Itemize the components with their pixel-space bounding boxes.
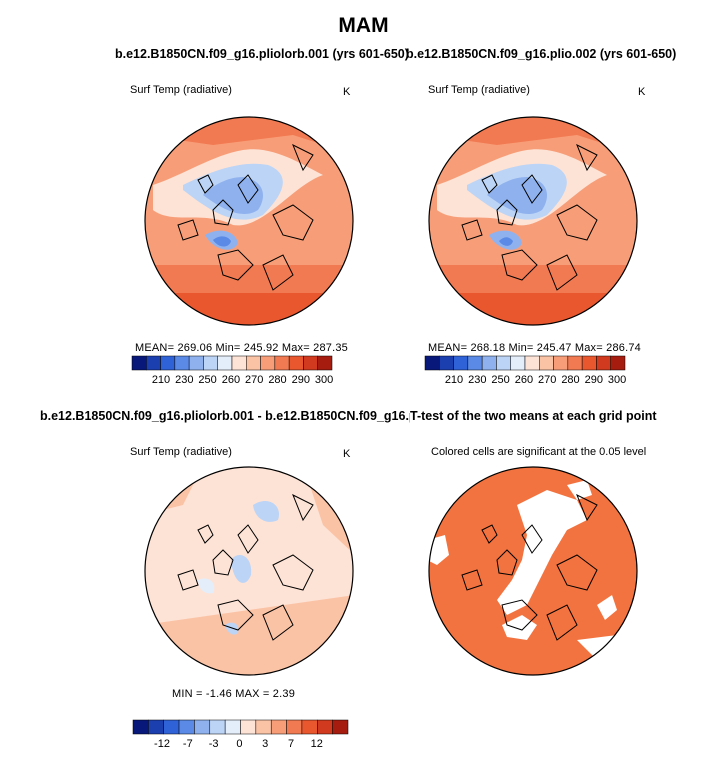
colorbar-swatch	[439, 355, 454, 371]
panel4-title: T-test of the two means at each grid poi…	[410, 409, 657, 423]
colorbar-tick-label: 270	[538, 374, 556, 386]
panel2-variable: Surf Temp (radiative)	[428, 84, 530, 96]
colorbar-tick-label: 250	[198, 374, 216, 386]
colorbar-tick-label: 0	[236, 738, 242, 750]
colorbar-swatch	[453, 355, 469, 371]
panel1-polar-map	[144, 116, 354, 326]
colorbar-tick-label: 3	[262, 738, 268, 750]
colorbar-swatch	[286, 719, 303, 735]
colorbar-swatch	[188, 355, 204, 371]
panel3-title: b.e12.B1850CN.f09_g16.pliolorb.001 - b.e…	[40, 409, 456, 423]
colorbar-tick-label: 260	[222, 374, 240, 386]
panel2-colorbar-labels: 210 230 250 260 270 280 290 300	[445, 374, 626, 386]
colorbar-swatch	[132, 719, 149, 735]
panel1-units: K	[343, 86, 351, 98]
colorbar-swatch	[496, 355, 511, 371]
colorbar-tick-label: 290	[292, 374, 310, 386]
colorbar-swatch	[174, 355, 190, 371]
colorbar-swatch	[240, 719, 257, 735]
panel3-colorbar	[132, 719, 349, 735]
colorbar-swatch	[217, 355, 233, 371]
colorbar-tick-label: 210	[152, 374, 170, 386]
colorbar-swatch	[539, 355, 554, 371]
colorbar-swatch	[178, 719, 195, 735]
colorbar-swatch	[303, 355, 318, 371]
colorbar-tick-label: 260	[515, 374, 533, 386]
colorbar-swatch	[246, 355, 261, 371]
colorbar-swatch	[160, 355, 176, 371]
figure-title: MAM	[338, 14, 389, 37]
colorbar-swatch	[581, 355, 597, 371]
colorbar-tick-label: 12	[311, 738, 323, 750]
colorbar-swatch	[260, 355, 276, 371]
colorbar-tick-label: 270	[245, 374, 263, 386]
colorbar-swatch	[301, 719, 318, 735]
panel3-colorbar-labels: -12 -7 -3 0 3 7 12	[154, 738, 323, 750]
panel2-units: K	[638, 86, 646, 98]
panel1-title: b.e12.B1850CN.f09_g16.pliolorb.001 (yrs …	[115, 47, 409, 61]
panel4-subtitle: Colored cells are significant at the 0.0…	[431, 446, 647, 458]
colorbar-swatch	[317, 719, 333, 735]
panel1-colorbar	[131, 355, 333, 371]
colorbar-swatch	[596, 355, 611, 371]
colorbar-swatch	[553, 355, 569, 371]
colorbar-tick-label: 280	[561, 374, 579, 386]
colorbar-tick-label: 250	[491, 374, 509, 386]
colorbar-tick-label: 300	[608, 374, 626, 386]
panel2-colorbar	[424, 355, 626, 371]
colorbar-swatch	[510, 355, 526, 371]
colorbar-swatch	[424, 355, 440, 371]
panel3-stats: MIN = -1.46 MAX = 2.39	[172, 688, 296, 700]
colorbar-tick-label: -3	[209, 738, 219, 750]
panel2-stats: MEAN= 268.18 Min= 245.47 Max= 286.74	[428, 342, 641, 354]
colorbar-swatch	[274, 355, 290, 371]
colorbar-swatch	[209, 719, 226, 735]
panel2-title: b.e12.B1850CN.f09_g16.plio.002 (yrs 601-…	[406, 47, 677, 61]
colorbar-swatch	[163, 719, 180, 735]
colorbar-swatch	[131, 355, 147, 371]
colorbar-swatch	[317, 355, 333, 371]
panel3-variable: Surf Temp (radiative)	[130, 446, 232, 458]
colorbar-swatch	[255, 719, 272, 735]
colorbar-swatch	[288, 355, 304, 371]
colorbar-swatch	[203, 355, 218, 371]
colorbar-swatch	[567, 355, 583, 371]
panel3-units: K	[343, 448, 351, 460]
colorbar-swatch	[481, 355, 497, 371]
colorbar-swatch	[224, 719, 241, 735]
colorbar-swatch	[610, 355, 626, 371]
colorbar-tick-label: 230	[175, 374, 193, 386]
colorbar-swatch	[146, 355, 161, 371]
colorbar-tick-label: -12	[154, 738, 170, 750]
colorbar-tick-label: 280	[268, 374, 286, 386]
panel1-stats: MEAN= 269.06 Min= 245.92 Max= 287.35	[135, 342, 348, 354]
panel4-significance-map	[428, 466, 638, 676]
colorbar-tick-label: 210	[445, 374, 463, 386]
colorbar-tick-label: 290	[585, 374, 603, 386]
colorbar-swatch	[231, 355, 247, 371]
colorbar-swatch	[270, 719, 287, 735]
colorbar-tick-label: -7	[183, 738, 193, 750]
panel1-colorbar-labels: 210 230 250 260 270 280 290 300	[152, 374, 333, 386]
colorbar-tick-label: 300	[315, 374, 333, 386]
panel3-polar-map	[144, 466, 354, 676]
colorbar-swatch	[332, 719, 349, 735]
colorbar-swatch	[148, 719, 164, 735]
colorbar-tick-label: 230	[468, 374, 486, 386]
panel1-variable: Surf Temp (radiative)	[130, 84, 232, 96]
panel2-polar-map	[428, 116, 638, 326]
colorbar-tick-label: 7	[288, 738, 294, 750]
colorbar-swatch	[194, 719, 211, 735]
colorbar-swatch	[467, 355, 483, 371]
colorbar-swatch	[524, 355, 540, 371]
